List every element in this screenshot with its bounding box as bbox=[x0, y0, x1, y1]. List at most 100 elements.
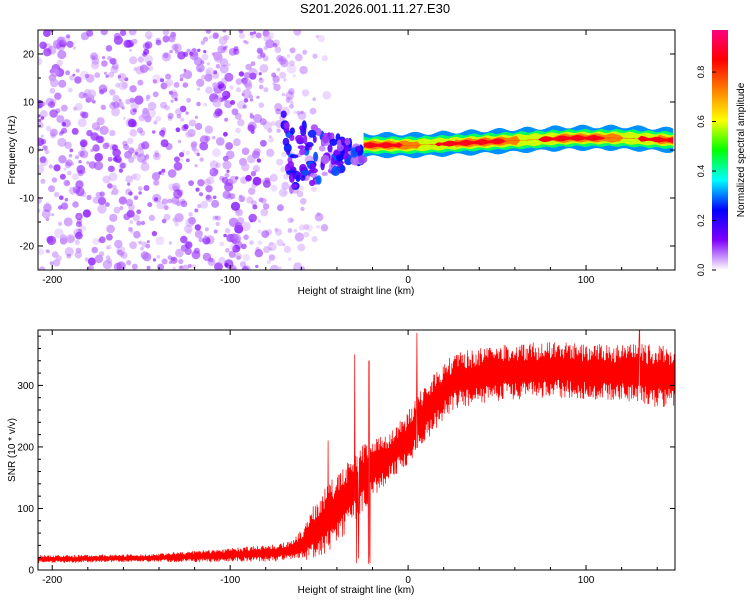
noise-blob bbox=[145, 66, 150, 71]
noise-blob bbox=[280, 166, 287, 173]
noise-blob bbox=[225, 142, 234, 150]
noise-blob bbox=[126, 260, 132, 266]
noise-blob bbox=[155, 39, 162, 46]
noise-blob bbox=[59, 173, 66, 180]
noise-blob bbox=[128, 30, 137, 36]
noise-blob bbox=[50, 78, 59, 88]
noise-blob bbox=[140, 220, 146, 226]
noise-blob bbox=[102, 87, 108, 93]
noise-blob bbox=[61, 127, 68, 134]
noise-blob bbox=[311, 186, 317, 193]
noise-blob bbox=[147, 202, 153, 208]
noise-blob bbox=[282, 190, 287, 196]
noise-blob bbox=[64, 161, 72, 169]
noise-blob bbox=[47, 45, 57, 55]
transition-blob bbox=[312, 135, 317, 143]
noise-blob bbox=[122, 140, 128, 146]
noise-blob bbox=[192, 47, 197, 52]
noise-blob bbox=[303, 231, 310, 238]
noise-blob bbox=[234, 252, 242, 260]
noise-blob bbox=[63, 179, 70, 187]
noise-blob bbox=[69, 148, 74, 153]
noise-blob bbox=[104, 142, 110, 148]
noise-blob bbox=[251, 200, 257, 207]
noise-blob bbox=[212, 32, 220, 39]
noise-blob bbox=[276, 158, 284, 166]
noise-blob bbox=[78, 150, 85, 157]
noise-blob bbox=[288, 88, 295, 95]
noise-blob bbox=[221, 96, 228, 103]
noise-blob bbox=[309, 107, 317, 115]
noise-blob bbox=[243, 78, 252, 88]
noise-blob bbox=[264, 177, 271, 184]
noise-blob bbox=[80, 225, 86, 232]
noise-blob bbox=[205, 67, 215, 76]
noise-blob bbox=[163, 213, 171, 221]
noise-blob bbox=[110, 58, 117, 65]
noise-blob bbox=[51, 177, 58, 183]
noise-blob bbox=[165, 78, 174, 87]
transition-blob bbox=[336, 139, 342, 148]
noise-blob bbox=[118, 162, 125, 170]
noise-blob bbox=[64, 141, 72, 149]
noise-blob bbox=[145, 94, 151, 100]
noise-blob bbox=[266, 259, 271, 265]
noise-blob bbox=[259, 118, 267, 126]
noise-blob bbox=[106, 258, 113, 264]
noise-blob bbox=[258, 78, 264, 84]
transition-blob bbox=[307, 129, 317, 138]
noise-blob bbox=[49, 261, 54, 266]
noise-blob bbox=[235, 176, 239, 180]
transition-blob bbox=[289, 127, 295, 135]
noise-blob bbox=[59, 195, 64, 200]
noise-blob bbox=[144, 31, 153, 39]
noise-blob bbox=[170, 256, 178, 264]
noise-blob bbox=[225, 150, 235, 160]
noise-blob bbox=[243, 72, 251, 79]
noise-blob bbox=[160, 82, 168, 90]
noise-blob bbox=[102, 175, 111, 184]
noise-blob bbox=[129, 241, 138, 250]
noise-blob bbox=[218, 256, 226, 265]
noise-blob bbox=[96, 117, 105, 126]
noise-blob bbox=[173, 81, 180, 88]
noise-blob bbox=[91, 246, 98, 254]
noise-blob bbox=[203, 102, 208, 107]
noise-blob bbox=[131, 263, 138, 270]
noise-blob bbox=[286, 64, 297, 74]
noise-blob bbox=[224, 173, 230, 178]
noise-blob bbox=[293, 30, 302, 36]
noise-blob bbox=[275, 108, 282, 115]
noise-blob bbox=[115, 82, 121, 88]
noise-blob bbox=[144, 54, 153, 64]
noise-blob bbox=[133, 230, 141, 239]
noise-blob bbox=[123, 144, 130, 150]
noise-blob bbox=[285, 97, 291, 103]
noise-blob bbox=[76, 228, 82, 234]
noise-blob bbox=[86, 194, 92, 201]
snr-series-line bbox=[38, 330, 675, 564]
noise-blob bbox=[67, 235, 75, 243]
noise-blob bbox=[256, 158, 262, 163]
noise-blob bbox=[40, 178, 46, 184]
noise-blob bbox=[278, 56, 287, 65]
noise-blob bbox=[174, 156, 180, 163]
noise-blob bbox=[162, 30, 170, 36]
noise-blob bbox=[211, 52, 215, 56]
noise-blob bbox=[38, 118, 42, 123]
noise-blob bbox=[130, 101, 139, 111]
noise-blob bbox=[160, 101, 167, 109]
noise-blob bbox=[121, 81, 129, 89]
noise-blob bbox=[281, 92, 286, 97]
noise-blob bbox=[214, 108, 223, 117]
noise-blob bbox=[187, 264, 192, 268]
noise-blob bbox=[75, 247, 82, 254]
noise-blob bbox=[79, 70, 89, 80]
noise-blob bbox=[173, 43, 182, 52]
noise-blob bbox=[61, 122, 67, 127]
noise-blob bbox=[198, 68, 202, 72]
transition-blob bbox=[327, 144, 333, 153]
colorbar: 0.0 0.2 0.4 0.6 0.8 Normalized spectral ampl… bbox=[696, 30, 747, 276]
noise-blob bbox=[180, 200, 188, 208]
noise-blob bbox=[78, 160, 82, 164]
